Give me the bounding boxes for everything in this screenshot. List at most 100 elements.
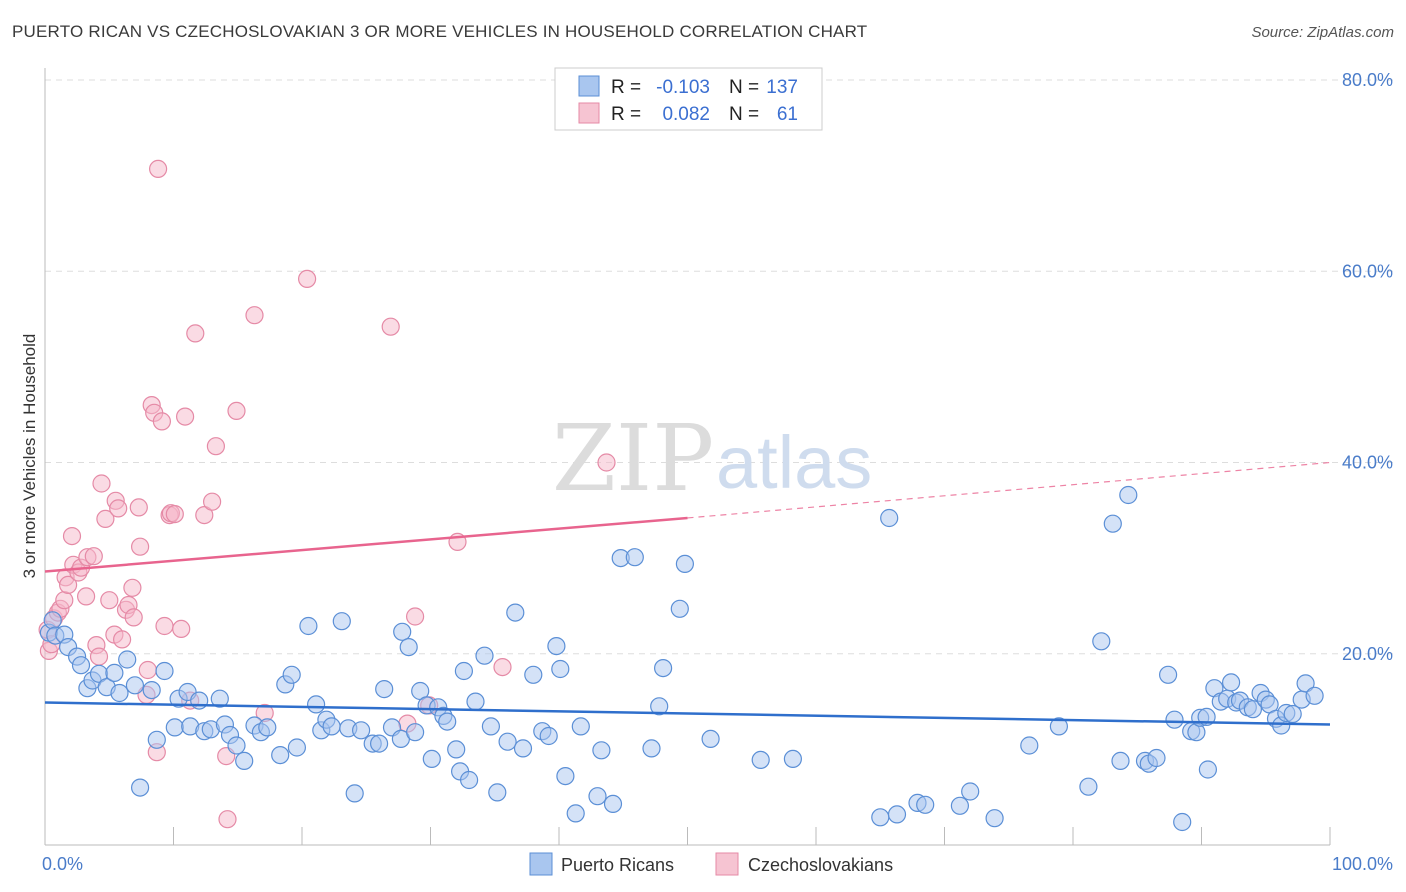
stats-legend: R = -0.103 N = 137 R = 0.082 N = 61	[554, 67, 823, 131]
data-point-czechoslovakians	[112, 630, 132, 649]
data-point-puerto-ricans	[345, 784, 364, 803]
data-point-puerto-ricans	[650, 697, 669, 716]
data-point-czechoslovakians	[172, 619, 191, 639]
chart-title: PUERTO RICAN VS CZECHOSLOVAKIAN 3 OR MOR…	[12, 22, 868, 41]
data-point-puerto-ricans	[524, 665, 543, 684]
watermark-zip: ZIP	[552, 405, 714, 512]
data-point-czechoslovakians	[493, 657, 512, 677]
data-point-puerto-ricans	[1092, 632, 1111, 651]
data-point-czechoslovakians	[62, 526, 82, 546]
watermark: ZIP atlas	[552, 405, 872, 512]
data-point-puerto-ricans	[1103, 514, 1122, 533]
data-point-puerto-ricans	[571, 717, 590, 736]
data-point-czechoslovakians	[195, 505, 214, 525]
trend-line-czechoslovakians	[44, 516, 688, 573]
data-point-czechoslovakians	[131, 537, 150, 556]
bottom-legend-label-puerto-ricans: Puerto Ricans	[561, 855, 674, 875]
data-point-czechoslovakians	[176, 407, 195, 426]
data-point-czechoslovakians	[165, 504, 184, 524]
x-tick-labels: 0.0% 100.0%	[42, 854, 1393, 874]
data-point-puerto-ricans	[985, 809, 1004, 828]
data-point-czechoslovakians	[124, 608, 143, 627]
trend-lines	[44, 461, 1331, 726]
data-point-puerto-ricans	[642, 739, 661, 758]
legend-n-label-1: N =	[729, 77, 759, 98]
data-point-puerto-ricans	[110, 683, 129, 703]
trend-line-puerto-ricans	[44, 701, 1331, 726]
data-point-puerto-ricans	[307, 695, 326, 714]
data-point-puerto-ricans	[1020, 736, 1039, 755]
y-tick-label: 40.0%	[1342, 453, 1393, 473]
data-point-puerto-ricans	[592, 741, 611, 760]
data-point-puerto-ricans	[1111, 751, 1130, 771]
data-point-puerto-ricans	[566, 804, 585, 823]
data-point-czechoslovakians	[298, 269, 317, 288]
data-point-puerto-ricans	[155, 661, 174, 681]
data-point-puerto-ricans	[406, 723, 425, 742]
data-point-puerto-ricans	[547, 636, 566, 656]
x-tick-label: 100.0%	[1332, 854, 1393, 874]
data-point-puerto-ricans	[751, 750, 770, 770]
data-point-czechoslovakians	[155, 616, 174, 636]
data-point-puerto-ricans	[352, 721, 371, 740]
data-point-puerto-ricans	[1147, 748, 1166, 768]
series-puerto-ricans-points	[39, 485, 1324, 832]
data-point-puerto-ricans	[475, 646, 494, 665]
y-tick-labels: 20.0% 40.0% 60.0% 80.0%	[1342, 70, 1393, 664]
data-point-puerto-ricans	[142, 680, 161, 700]
data-point-puerto-ricans	[961, 782, 980, 801]
data-point-puerto-ricans	[125, 676, 144, 695]
data-point-puerto-ricans	[299, 616, 318, 636]
y-tick-label: 60.0%	[1342, 261, 1393, 281]
data-point-puerto-ricans	[282, 665, 301, 684]
data-point-puerto-ricans	[1243, 700, 1263, 719]
data-point-czechoslovakians	[406, 607, 425, 626]
data-point-puerto-ricans	[887, 805, 907, 824]
data-point-czechoslovakians	[218, 810, 237, 829]
data-point-czechoslovakians	[76, 587, 96, 606]
trend-line-czechoslovakians-extension	[687, 461, 1331, 519]
data-point-czechoslovakians	[149, 159, 168, 178]
data-point-puerto-ricans	[1119, 485, 1138, 505]
data-point-puerto-ricans	[460, 770, 479, 790]
data-point-puerto-ricans	[880, 508, 899, 528]
legend-r-value-1: -0.103	[656, 77, 710, 98]
data-point-czechoslovakians	[227, 401, 246, 420]
data-point-puerto-ricans	[271, 745, 290, 765]
data-point-puerto-ricans	[1158, 665, 1178, 684]
legend-swatch-puerto-ricans	[578, 75, 600, 97]
data-point-puerto-ricans	[513, 739, 533, 758]
data-point-puerto-ricans	[438, 712, 457, 731]
data-point-puerto-ricans	[370, 734, 389, 753]
data-point-puerto-ricans	[332, 612, 351, 631]
data-point-puerto-ricans	[675, 554, 695, 574]
y-axis-label: 3 or more Vehicles in Household	[20, 334, 39, 579]
data-point-puerto-ricans	[190, 691, 209, 710]
gridlines	[45, 79, 1393, 655]
legend-n-value-2: 61	[777, 104, 798, 125]
data-point-puerto-ricans	[1198, 760, 1218, 779]
data-point-puerto-ricans	[1305, 686, 1324, 705]
data-point-puerto-ricans	[1283, 704, 1302, 724]
data-point-puerto-ricans	[399, 637, 418, 657]
data-point-puerto-ricans	[322, 717, 341, 736]
data-point-czechoslovakians	[381, 317, 400, 336]
watermark-atlas: atlas	[716, 421, 872, 504]
data-point-puerto-ricans	[227, 736, 246, 755]
data-point-czechoslovakians	[152, 412, 171, 431]
bottom-legend-label-czechoslovakians: Czechoslovakians	[748, 855, 893, 875]
data-point-puerto-ricans	[871, 808, 890, 827]
data-point-czechoslovakians	[96, 509, 115, 529]
data-point-czechoslovakians	[109, 499, 128, 518]
data-point-puerto-ricans	[1165, 710, 1184, 729]
data-point-puerto-ricans	[506, 603, 525, 622]
x-tick-label: 0.0%	[42, 854, 83, 874]
data-point-puerto-ricans	[625, 548, 644, 567]
data-point-puerto-ricans	[556, 766, 575, 786]
data-point-puerto-ricans	[916, 795, 935, 814]
data-point-puerto-ricans	[165, 718, 184, 737]
data-point-puerto-ricans	[210, 689, 229, 708]
data-point-puerto-ricans	[235, 751, 254, 771]
legend-n-value-1: 137	[766, 77, 798, 98]
